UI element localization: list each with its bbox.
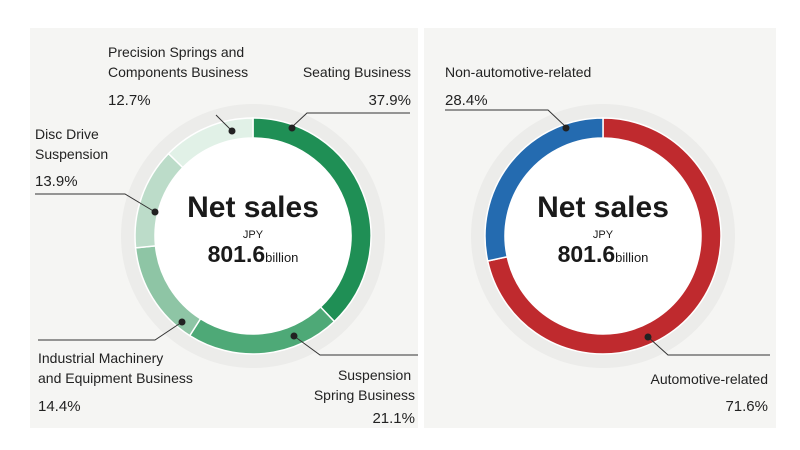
label-precision: Precision Springs and Components Busines… [108, 44, 248, 80]
auto-vs-nonauto-donut [471, 104, 735, 368]
label-industrial: Industrial Machinery and Equipment Busin… [38, 350, 193, 386]
center-title-left: Net sales [187, 191, 319, 224]
leader-precision [215, 114, 233, 132]
pct-seating: 37.9% [368, 92, 411, 109]
center-unit-right: JPY [593, 229, 614, 241]
center-amount-right: 801.6 [558, 241, 616, 267]
leader-automotive [647, 336, 770, 356]
segment-donut-hole [155, 138, 351, 334]
label-disc: Disc Drive Suspension [35, 126, 108, 162]
leader-industrial [38, 321, 183, 341]
dot-seating [288, 124, 296, 132]
pct-precision: 12.7% [108, 92, 151, 109]
center-suffix-left: billion [265, 250, 298, 265]
label-seating: Seating Business [303, 64, 411, 80]
center-amount-left: 801.6 [208, 241, 266, 267]
pct-disc: 13.9% [35, 173, 78, 190]
dot-disc [151, 208, 159, 216]
dot-precision [228, 127, 236, 135]
dot-nonauto [562, 124, 570, 132]
leader-suspension [293, 335, 418, 356]
pct-industrial: 14.4% [38, 398, 81, 415]
center-title-right: Net sales [537, 191, 669, 224]
label-suspension: Suspension Spring Business [314, 367, 415, 403]
auto-donut-hole [505, 138, 701, 334]
center-unit-left: JPY [243, 229, 264, 241]
pct-suspension: 21.1% [372, 410, 415, 427]
dot-industrial [178, 318, 186, 326]
label-automotive: Automotive-related [650, 371, 768, 387]
center-value-right: 801.6billion [558, 241, 649, 267]
center-suffix-right: billion [615, 250, 648, 265]
leader-seating [291, 112, 410, 128]
label-nonauto: Non-automotive-related [445, 64, 591, 80]
leader-disc [35, 193, 156, 213]
leader-nonauto [445, 109, 567, 128]
pct-automotive: 71.6% [725, 398, 768, 415]
pct-nonauto: 28.4% [445, 92, 488, 109]
dot-automotive [644, 333, 652, 341]
center-value-left: 801.6billion [208, 241, 299, 267]
dot-suspension [290, 332, 298, 340]
business-segment-donut [121, 104, 385, 368]
